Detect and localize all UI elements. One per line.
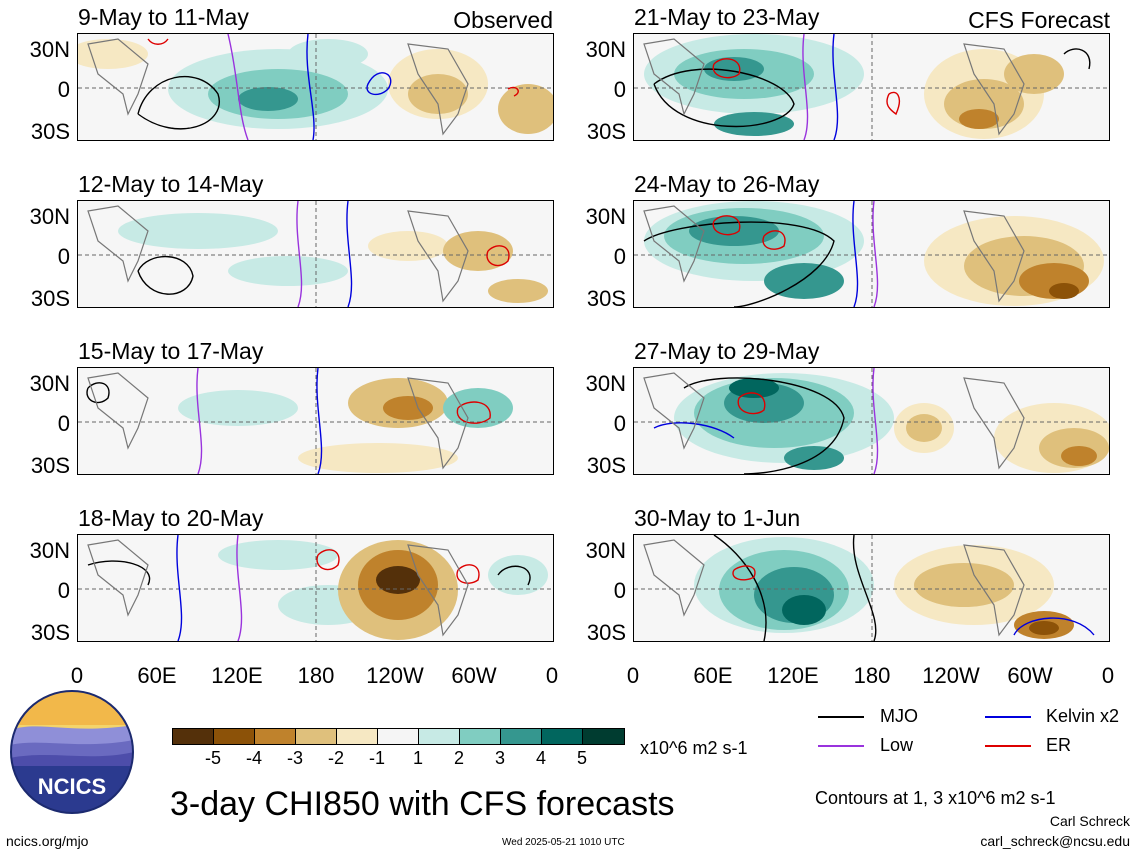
- panel-title-right-4: 30-May to 1-Jun: [634, 505, 801, 531]
- panel-title-left-4: 18-May to 20-May: [78, 505, 264, 531]
- panel-title-right-2: 24-May to 26-May: [634, 171, 820, 197]
- y-tick-0: 0: [613, 77, 626, 102]
- legend-line-low: [818, 745, 864, 747]
- map-panel-left-3: [77, 367, 554, 475]
- y-tick-30s: 30S: [30, 286, 70, 311]
- y-tick-0: 0: [613, 244, 626, 269]
- panel-title-right-3: 27-May to 29-May: [634, 338, 820, 364]
- y-tick-30n: 30N: [29, 204, 70, 229]
- y-tick-30s: 30S: [586, 286, 626, 311]
- colorbar-tick: 3: [494, 748, 505, 768]
- colorbar-tick: -2: [327, 748, 344, 768]
- y-tick-30s: 30S: [30, 119, 70, 144]
- colorbar-units: x10^6 m2 s-1: [640, 738, 748, 758]
- colorbar-tick: 1: [412, 748, 423, 768]
- logo-text: NCICS: [38, 774, 106, 799]
- y-tick-30n: 30N: [585, 204, 626, 229]
- x-tick-120e: 120E: [767, 663, 819, 688]
- panel-title-left-1: 9-May to 11-May: [78, 4, 249, 30]
- y-tick-30s: 30S: [586, 453, 626, 478]
- x-tick-60w: 60W: [1007, 663, 1053, 688]
- colorbar-swatch: [541, 728, 583, 745]
- legend-label-low: Low: [880, 735, 914, 755]
- source-url[interactable]: ncics.org/mjo: [6, 833, 89, 849]
- y-tick-30s: 30S: [30, 620, 70, 645]
- timestamp: Wed 2025-05-21 1010 UTC: [502, 837, 625, 848]
- x-tick-0: 0: [70, 663, 84, 688]
- x-tick-0: 0: [626, 663, 640, 688]
- x-tick-180: 180: [297, 663, 335, 688]
- map-panel-right-2: [633, 200, 1110, 308]
- map-panel-left-1: [77, 33, 554, 141]
- y-tick-30s: 30S: [586, 620, 626, 645]
- x-tick-180: 180: [853, 663, 891, 688]
- y-tick-30n: 30N: [29, 37, 70, 62]
- colorbar-swatch: [172, 728, 214, 745]
- panel-label-cfs-forecast: CFS Forecast: [968, 7, 1110, 33]
- map-panel-right-3: [633, 367, 1110, 475]
- legend-label-mjo: MJO: [880, 706, 918, 726]
- map-panel-right-4: [633, 534, 1110, 642]
- colorbar-tick: 2: [453, 748, 464, 768]
- y-tick-30n: 30N: [29, 371, 70, 396]
- colorbar-tick: -5: [204, 748, 221, 768]
- y-tick-0: 0: [613, 578, 626, 603]
- legend-line-er: [985, 745, 1031, 747]
- y-tick-0: 0: [57, 77, 70, 102]
- colorbar-swatch: [500, 728, 542, 745]
- y-tick-30s: 30S: [586, 119, 626, 144]
- author-email[interactable]: carl_schreck@ncsu.edu: [980, 833, 1130, 849]
- colorbar-tick: 5: [576, 748, 587, 768]
- legend-label-er: ER: [1046, 735, 1072, 755]
- x-tick-120e: 120E: [211, 663, 263, 688]
- x-tick-0: 0: [545, 663, 559, 688]
- y-tick-0: 0: [57, 578, 70, 603]
- legend-line-kelvin: [985, 716, 1031, 718]
- ncics-logo: NCICS: [10, 690, 134, 814]
- colorbar-tick: -4: [245, 748, 262, 768]
- y-tick-30n: 30N: [585, 371, 626, 396]
- y-tick-30s: 30S: [30, 453, 70, 478]
- x-tick-120w: 120W: [366, 663, 424, 688]
- legend-label-kelvin: Kelvin x2: [1046, 706, 1120, 726]
- y-tick-0: 0: [57, 411, 70, 436]
- legend-line-mjo: [818, 716, 864, 718]
- map-panel-right-1: [633, 33, 1110, 141]
- map-panel-left-4: [77, 534, 554, 642]
- colorbar-swatch: [254, 728, 296, 745]
- panel-title-left-2: 12-May to 14-May: [78, 171, 264, 197]
- colorbar-swatch: [336, 728, 378, 745]
- colorbar-swatch: [582, 728, 625, 745]
- colorbar-tick: 4: [535, 748, 546, 768]
- contour-note: Contours at 1, 3 x10^6 m2 s-1: [815, 788, 1056, 808]
- x-tick-60e: 60E: [137, 663, 177, 688]
- y-tick-30n: 30N: [29, 538, 70, 563]
- author: Carl Schreck: [1049, 813, 1130, 829]
- colorbar-swatch: [418, 728, 460, 745]
- map-panel-left-2: [77, 200, 554, 308]
- colorbar-swatch: [377, 728, 419, 745]
- y-tick-0: 0: [613, 411, 626, 436]
- panel-label-observed: Observed: [453, 7, 553, 33]
- main-title: 3-day CHI850 with CFS forecasts: [170, 785, 675, 823]
- colorbar-tick: -3: [286, 748, 303, 768]
- y-tick-30n: 30N: [585, 37, 626, 62]
- panel-title-right-1: 21-May to 23-May: [634, 4, 820, 30]
- x-tick-120w: 120W: [922, 663, 980, 688]
- x-tick-0: 0: [1101, 663, 1115, 688]
- y-tick-0: 0: [57, 244, 70, 269]
- panel-title-left-3: 15-May to 17-May: [78, 338, 264, 364]
- colorbar-swatch: [213, 728, 255, 745]
- x-tick-60w: 60W: [451, 663, 497, 688]
- colorbar-swatch: [295, 728, 337, 745]
- x-tick-60e: 60E: [693, 663, 733, 688]
- y-tick-30n: 30N: [585, 538, 626, 563]
- colorbar-swatch: [459, 728, 501, 745]
- colorbar-tick: -1: [368, 748, 385, 768]
